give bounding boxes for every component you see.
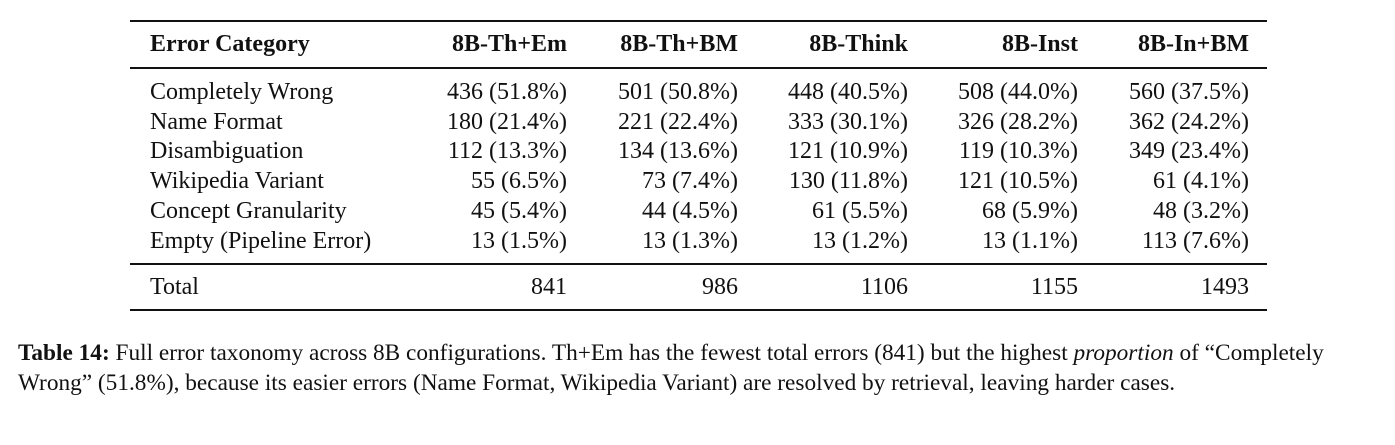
table-cell: 121 (10.9%) xyxy=(788,138,908,165)
bottom-rule xyxy=(130,309,1267,311)
caption: Table 14: Full error taxonomy across 8B … xyxy=(18,339,1388,398)
header-rule xyxy=(130,67,1267,69)
table-cell: Concept Granularity xyxy=(150,197,347,224)
table-cell: 48 (3.2%) xyxy=(1153,197,1249,224)
table-cell: Completely Wrong xyxy=(150,79,334,105)
total-cell: 1155 xyxy=(1030,274,1078,300)
table-cell: 45 (5.4%) xyxy=(471,197,567,224)
table-cell: 180 (21.4%) xyxy=(447,108,567,135)
header-cell: Error Category xyxy=(150,31,310,57)
header-cell: 8B-Th+BM xyxy=(620,31,738,57)
table-cell: 134 (13.6%) xyxy=(618,138,738,165)
table-cell: 68 (5.9%) xyxy=(982,197,1078,224)
table-cell: 221 (22.4%) xyxy=(618,108,738,135)
table-cell: 501 (50.8%) xyxy=(618,79,738,105)
table-cell: 13 (1.5%) xyxy=(471,227,567,254)
table-cell: 508 (44.0%) xyxy=(958,79,1078,105)
table-cell: 436 (51.8%) xyxy=(447,79,567,105)
table-cell: 362 (24.2%) xyxy=(1129,108,1249,135)
header-cell: 8B-Think xyxy=(809,31,908,57)
table-cell: 448 (40.5%) xyxy=(788,79,908,105)
table-cell: Empty (Pipeline Error) xyxy=(150,227,372,254)
table-cell: 44 (4.5%) xyxy=(642,197,738,224)
table-cell: 112 (13.3%) xyxy=(447,138,567,165)
top-rule xyxy=(130,20,1267,22)
table-cell: 333 (30.1%) xyxy=(788,108,908,135)
table-cell: 121 (10.5%) xyxy=(958,168,1078,195)
total-cell: 841 xyxy=(531,274,567,300)
table-cell: 61 (5.5%) xyxy=(812,197,908,224)
table-cell: 113 (7.6%) xyxy=(1141,227,1249,254)
header-cell: 8B-Inst xyxy=(1001,31,1078,57)
caption-text: of “Completely Wrong” (51.8%), because i… xyxy=(18,340,1324,396)
total-cell: Total xyxy=(150,274,199,300)
caption-emphasis: proportion xyxy=(1073,340,1174,366)
table-cell: 560 (37.5%) xyxy=(1129,79,1249,105)
table-cell: 13 (1.2%) xyxy=(812,227,908,254)
table-cell: 61 (4.1%) xyxy=(1153,168,1249,195)
table-cell: 349 (23.4%) xyxy=(1129,138,1249,165)
table-cell: 119 (10.3%) xyxy=(958,138,1078,165)
total-cell: 1493 xyxy=(1201,274,1249,300)
caption-label: Table 14: xyxy=(18,340,110,366)
table-cell: 13 (1.3%) xyxy=(642,227,738,254)
table-cell: 130 (11.8%) xyxy=(788,168,908,195)
table-cell: 326 (28.2%) xyxy=(958,108,1078,135)
header-cell: 8B-Th+Em xyxy=(451,31,567,57)
table-cell: Disambiguation xyxy=(150,138,304,165)
table-cell: Wikipedia Variant xyxy=(150,168,324,195)
header-cell: 8B-In+BM xyxy=(1137,31,1249,57)
total-rule xyxy=(130,263,1267,265)
caption-text: Full error taxonomy across 8B configurat… xyxy=(115,340,1068,366)
table-cell: 55 (6.5%) xyxy=(471,168,567,195)
total-cell: 986 xyxy=(702,274,738,300)
table-cell: 73 (7.4%) xyxy=(642,168,738,195)
table-cell: 13 (1.1%) xyxy=(982,227,1078,254)
total-cell: 1106 xyxy=(860,274,908,300)
table-cell: Name Format xyxy=(150,108,283,135)
